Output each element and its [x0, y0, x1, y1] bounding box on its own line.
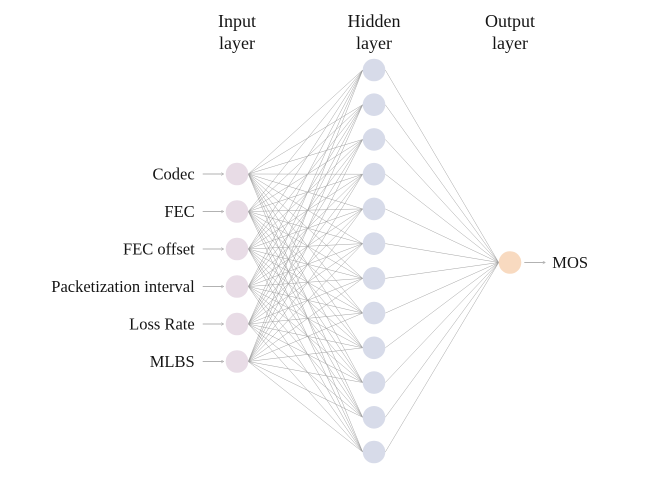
svg-text:Hidden: Hidden: [348, 11, 401, 31]
svg-text:layer: layer: [356, 33, 392, 53]
svg-text:Codec: Codec: [153, 165, 195, 184]
svg-text:layer: layer: [219, 33, 255, 53]
svg-text:MLBS: MLBS: [150, 352, 195, 371]
svg-text:Input: Input: [218, 11, 256, 31]
svg-text:FEC offset: FEC offset: [123, 240, 195, 259]
svg-text:FEC: FEC: [164, 202, 194, 221]
svg-text:Packetization interval: Packetization interval: [51, 277, 195, 296]
svg-text:MOS: MOS: [552, 253, 588, 272]
svg-text:Output: Output: [485, 11, 535, 31]
svg-text:layer: layer: [492, 33, 528, 53]
svg-text:Loss Rate: Loss Rate: [129, 315, 195, 334]
